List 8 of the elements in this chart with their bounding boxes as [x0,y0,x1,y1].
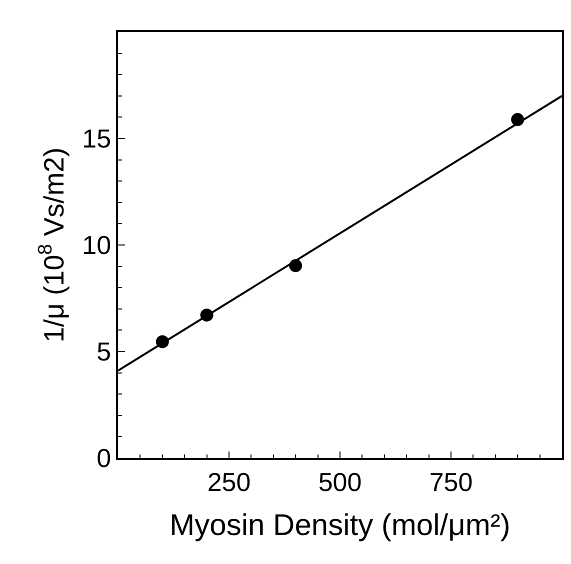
x-tick-label: 250 [207,466,251,497]
x-axis-title: Myosin Density (mol/μm²) [170,508,510,542]
y-tick-label: 5 [96,336,112,367]
y-tick-label: 0 [96,443,112,474]
y-tick-label: 10 [82,230,112,260]
x-tick-label: 750 [429,466,473,497]
x-tick-label: 500 [318,466,362,497]
y-tick-label: 15 [82,124,112,154]
